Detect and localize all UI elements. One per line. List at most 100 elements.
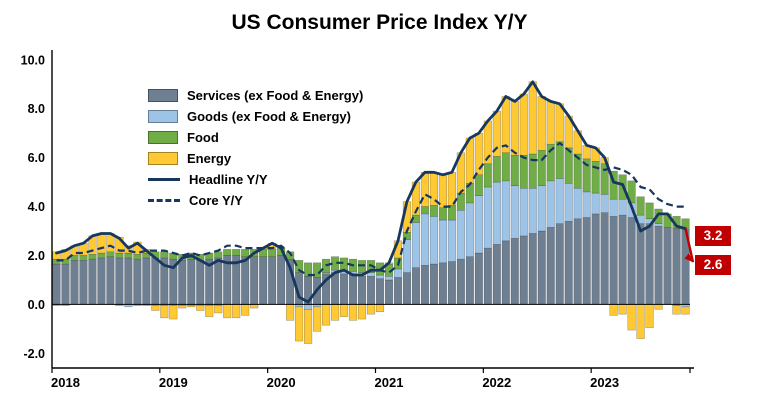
bar-segment xyxy=(456,192,465,211)
bar-segment xyxy=(636,196,645,216)
bar-segment xyxy=(492,244,501,305)
bar-segment xyxy=(600,212,609,305)
core-line-sample-icon xyxy=(148,199,180,202)
bar-segment xyxy=(88,258,97,305)
bar-segment xyxy=(501,180,510,242)
bar-segment xyxy=(304,262,313,277)
bar-segment xyxy=(636,223,645,305)
bar-segment xyxy=(259,256,268,305)
bar-segment xyxy=(115,252,124,259)
bar-segment xyxy=(366,304,376,315)
legend-label-services: Services (ex Food & Energy) xyxy=(187,88,364,103)
bar-segment xyxy=(196,305,205,311)
bar-segment xyxy=(268,256,277,305)
bar-segment xyxy=(151,305,160,311)
bar-segment xyxy=(672,228,681,305)
bar-segment xyxy=(537,185,546,232)
y-tick-label: 8.0 xyxy=(28,102,45,116)
bar-segment xyxy=(546,180,555,228)
bar-segment xyxy=(510,101,519,156)
legend-label-core: Core Y/Y xyxy=(189,193,243,208)
bar-segment xyxy=(375,274,385,279)
bar-segment xyxy=(322,258,331,273)
bar-segment xyxy=(223,304,232,319)
bar-segment xyxy=(528,187,537,234)
bar-segment xyxy=(214,251,223,259)
bar-segment xyxy=(106,251,115,257)
bar-segment xyxy=(474,195,483,254)
bar-segment xyxy=(52,263,61,305)
bar-segment xyxy=(322,304,331,326)
bar-segment xyxy=(546,227,555,305)
bar-segment xyxy=(295,306,304,342)
x-tick-label: 2022 xyxy=(482,375,511,390)
bar-segment xyxy=(142,257,151,305)
chart-legend: Services (ex Food & Energy) Goods (ex Fo… xyxy=(148,85,363,211)
bar-segment xyxy=(250,256,259,305)
bar-segment xyxy=(241,256,250,305)
bar-segment xyxy=(483,163,492,188)
bar-segment xyxy=(681,306,690,315)
bar-segment xyxy=(393,268,403,278)
bar-segment xyxy=(402,272,412,305)
bar-segment xyxy=(672,305,681,315)
bar-segment xyxy=(124,252,133,259)
bar-segment xyxy=(537,96,546,151)
bar-segment xyxy=(330,272,340,305)
bar-segment xyxy=(313,306,322,332)
y-tick-label: 4.0 xyxy=(28,200,45,214)
bar-segment xyxy=(205,305,214,317)
bar-segment xyxy=(618,214,627,305)
legend-item-goods: Goods (ex Food & Energy) xyxy=(148,106,363,127)
bar-segment xyxy=(429,263,438,305)
legend-label-energy: Energy xyxy=(187,151,232,166)
x-tick-label: 2018 xyxy=(51,375,80,390)
headline-line-sample-icon xyxy=(148,178,180,181)
legend-item-core: Core Y/Y xyxy=(148,190,363,211)
bar-segment xyxy=(357,276,367,305)
bar-segment xyxy=(97,233,106,254)
bar-segment xyxy=(420,265,429,305)
bar-segment xyxy=(223,249,232,256)
bar-segment xyxy=(187,258,196,305)
bar-segment xyxy=(555,141,564,179)
bar-segment xyxy=(474,252,483,305)
core-line xyxy=(56,141,686,277)
bar-segment xyxy=(564,220,573,305)
bar-segment xyxy=(609,216,618,305)
bar-segment xyxy=(546,101,555,145)
bar-segment xyxy=(214,305,223,314)
bar-segment xyxy=(429,216,438,265)
bar-segment xyxy=(124,257,133,305)
bar-segment xyxy=(178,305,187,309)
bar-segment xyxy=(420,206,429,215)
services-swatch-icon xyxy=(148,89,178,102)
bar-segment xyxy=(555,178,564,224)
projection-line xyxy=(684,228,695,263)
bar-segment xyxy=(79,255,88,261)
bar-segment xyxy=(645,304,654,328)
bar-segment xyxy=(663,227,672,305)
legend-item-energy: Energy xyxy=(148,148,363,169)
bar-segment xyxy=(573,187,582,220)
bar-segment xyxy=(654,225,663,305)
legend-label-goods: Goods (ex Food & Energy) xyxy=(187,109,351,124)
bar-segment xyxy=(348,304,358,321)
y-tick-label: 0.0 xyxy=(28,298,45,312)
next-reading-callout: 2.6 xyxy=(695,255,731,276)
bar-segment xyxy=(510,238,519,305)
bar-segment xyxy=(348,274,358,305)
bar-segment xyxy=(573,218,582,305)
bar-segment xyxy=(295,260,304,273)
bar-segment xyxy=(411,267,420,305)
bar-segment xyxy=(97,257,106,305)
bar-segment xyxy=(304,309,313,344)
bar-segment xyxy=(429,205,438,217)
bar-segment xyxy=(501,240,510,305)
bar-segment xyxy=(304,304,313,310)
bar-segment xyxy=(339,304,349,317)
bar-segment xyxy=(519,187,528,237)
bar-segment xyxy=(591,213,600,305)
bar-segment xyxy=(133,254,142,260)
